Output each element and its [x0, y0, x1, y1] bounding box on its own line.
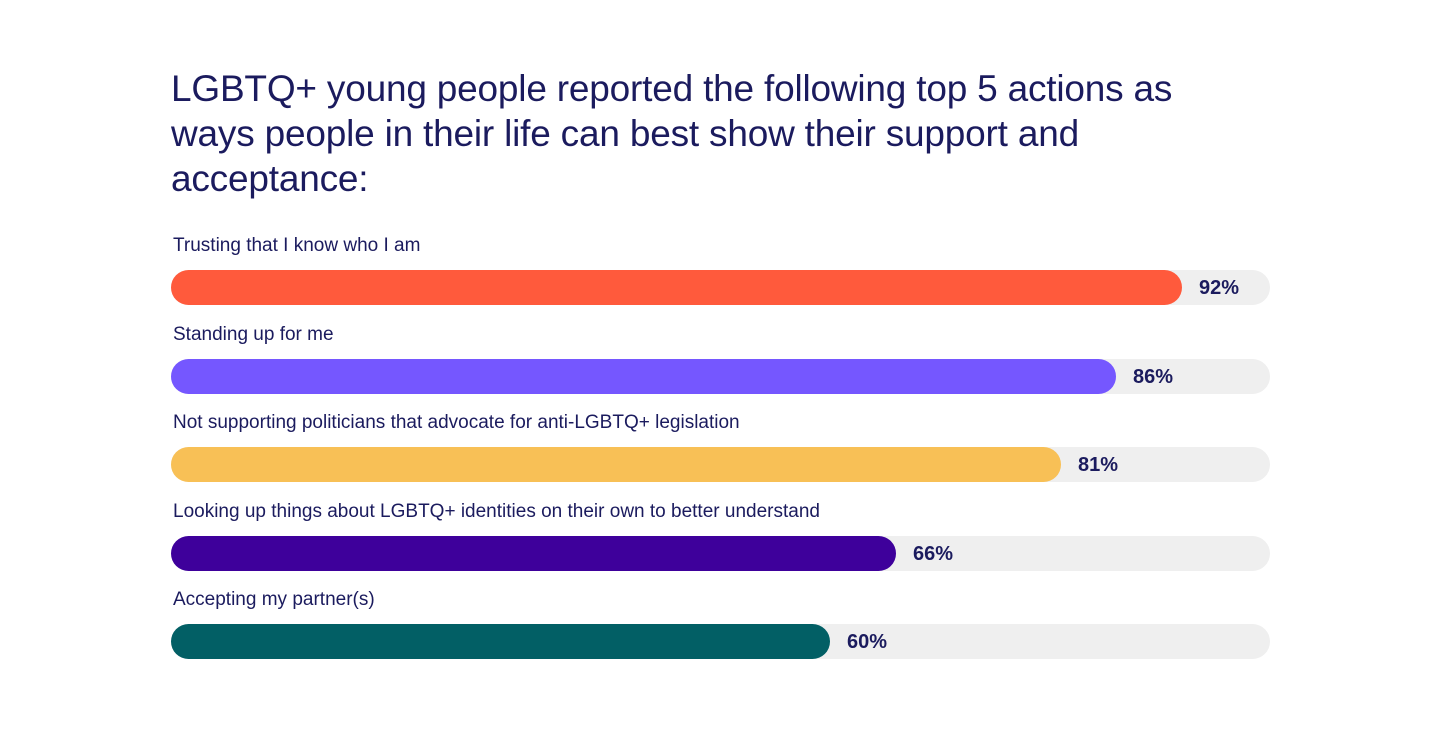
bar-row: Trusting that I know who I am 92%: [171, 232, 1270, 321]
bar-fill: [171, 535, 896, 571]
chart-title: LGBTQ+ young people reported the followi…: [171, 68, 1173, 199]
bar-fill: [171, 624, 830, 659]
bar-row: Standing up for me 86%: [171, 321, 1270, 410]
bar-fill: [171, 358, 1116, 394]
bar-track: 60%: [171, 624, 1270, 659]
bar-row: Looking up things about LGBTQ+ identitie…: [171, 498, 1270, 587]
bar-track: 81%: [171, 447, 1270, 482]
bar-track: 92%: [171, 270, 1270, 305]
bar-fill: [171, 270, 1182, 305]
bar-track: 66%: [171, 535, 1270, 571]
bar-value-label: 92%: [1199, 277, 1240, 299]
bar-fill: [171, 447, 1061, 482]
bar-chart: LGBTQ+ young people reported the followi…: [171, 0, 1270, 739]
bar-value-label: 81%: [1078, 454, 1119, 476]
bar-row: Accepting my partner(s) 60%: [171, 586, 1270, 675]
bar-category-label: Accepting my partner(s): [173, 589, 375, 610]
bar-rows: Trusting that I know who I am 92% Standi…: [171, 232, 1270, 675]
bar-category-label: Not supporting politicians that advocate…: [173, 412, 740, 433]
bar-value-label: 66%: [913, 542, 954, 565]
bar-category-label: Trusting that I know who I am: [173, 235, 421, 256]
bar-category-label: Standing up for me: [173, 323, 334, 345]
bar-row: Not supporting politicians that advocate…: [171, 409, 1270, 498]
bar-track: 86%: [171, 358, 1270, 394]
bar-value-label: 60%: [847, 631, 888, 653]
bar-value-label: 86%: [1133, 365, 1174, 388]
bar-category-label: Looking up things about LGBTQ+ identitie…: [173, 500, 820, 522]
